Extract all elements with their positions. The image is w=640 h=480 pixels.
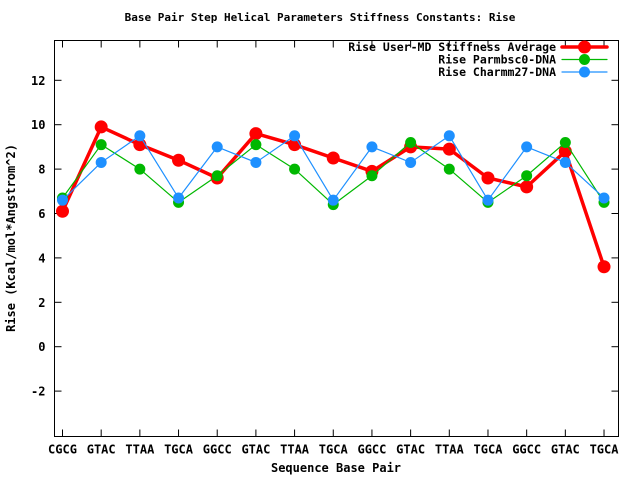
- x-tick-label: GTAC: [396, 443, 425, 457]
- legend-label: Rise Charmm27-DNA: [438, 65, 556, 79]
- x-axis-label: Sequence Base Pair: [271, 461, 401, 475]
- series-point: [559, 156, 571, 168]
- series-point: [211, 141, 223, 153]
- chart-title: Base Pair Step Helical Parameters Stiffn…: [125, 11, 516, 24]
- x-tick-label: TTAA: [125, 443, 155, 457]
- series-point: [95, 156, 107, 168]
- series-point: [598, 192, 610, 204]
- series-point: [366, 170, 378, 182]
- series-point: [443, 130, 455, 142]
- series-point: [442, 142, 456, 156]
- series-group: [56, 120, 611, 274]
- legend-marker: [579, 66, 590, 78]
- series-point: [250, 139, 262, 151]
- series-point: [289, 163, 301, 175]
- series-point: [482, 194, 494, 206]
- series-point: [597, 260, 611, 274]
- series-point: [326, 151, 340, 165]
- series-point: [172, 153, 186, 167]
- x-tick-label: GTAC: [241, 443, 270, 457]
- legend-marker: [578, 40, 591, 54]
- y-tick-label: 12: [31, 74, 45, 88]
- x-tick-label: GTAC: [87, 443, 116, 457]
- x-tick-label: GGCC: [357, 443, 386, 457]
- x-tick-label: GGCC: [512, 443, 541, 457]
- series-point: [134, 130, 146, 142]
- series-point: [173, 192, 185, 204]
- y-tick-label: 8: [38, 163, 45, 177]
- x-tick-label: GTAC: [551, 443, 580, 457]
- series-point: [520, 180, 534, 194]
- series-point: [134, 163, 146, 175]
- y-tick-label: 4: [38, 251, 45, 265]
- x-tick-label: CGCG: [48, 443, 77, 457]
- series-point: [249, 127, 263, 141]
- series-point: [57, 194, 68, 206]
- series-point: [521, 170, 533, 182]
- series-point: [289, 130, 301, 142]
- series-point: [405, 136, 417, 148]
- x-tick-label: TGCA: [164, 443, 194, 457]
- x-tick-label: TGCA: [474, 443, 504, 457]
- x-tick-label: TTAA: [435, 443, 465, 457]
- legend-marker: [579, 54, 590, 65]
- legend-label: Rise Parmbsc0-DNA: [438, 53, 556, 67]
- series-point: [94, 120, 108, 134]
- series-point: [211, 170, 223, 182]
- x-tick-label: GGCC: [203, 443, 232, 457]
- x-tick-label: TGCA: [319, 443, 349, 457]
- y-tick-label: 6: [38, 207, 45, 221]
- series-point: [443, 163, 455, 175]
- y-tick-label: 0: [38, 340, 45, 354]
- axis-ticks: -2 0 2 4 6 8 10 12 CGCG GTAC TTAA TGCA GGCC GTAC TTAA T…: [31, 40, 620, 457]
- series-point: [481, 171, 495, 185]
- x-tick-label: TTAA: [280, 443, 310, 457]
- series-point: [405, 156, 417, 168]
- y-tick-label: 10: [31, 118, 45, 132]
- series-point: [559, 136, 571, 148]
- plot-border: [54, 40, 619, 437]
- x-tick-label: TGCA: [590, 443, 620, 457]
- y-axis-label: Rise (Kcal/mol*Angstrom^2): [4, 144, 18, 332]
- series-point: [521, 141, 533, 153]
- y-tick-label: 2: [38, 296, 45, 310]
- series-point: [327, 194, 339, 206]
- series-point: [366, 141, 378, 153]
- legend-label: Rise User-MD Stiffness Average: [348, 40, 556, 54]
- series-point: [95, 139, 107, 151]
- series-point: [250, 156, 262, 168]
- series-point: [56, 204, 69, 218]
- y-tick-label: -2: [31, 385, 45, 399]
